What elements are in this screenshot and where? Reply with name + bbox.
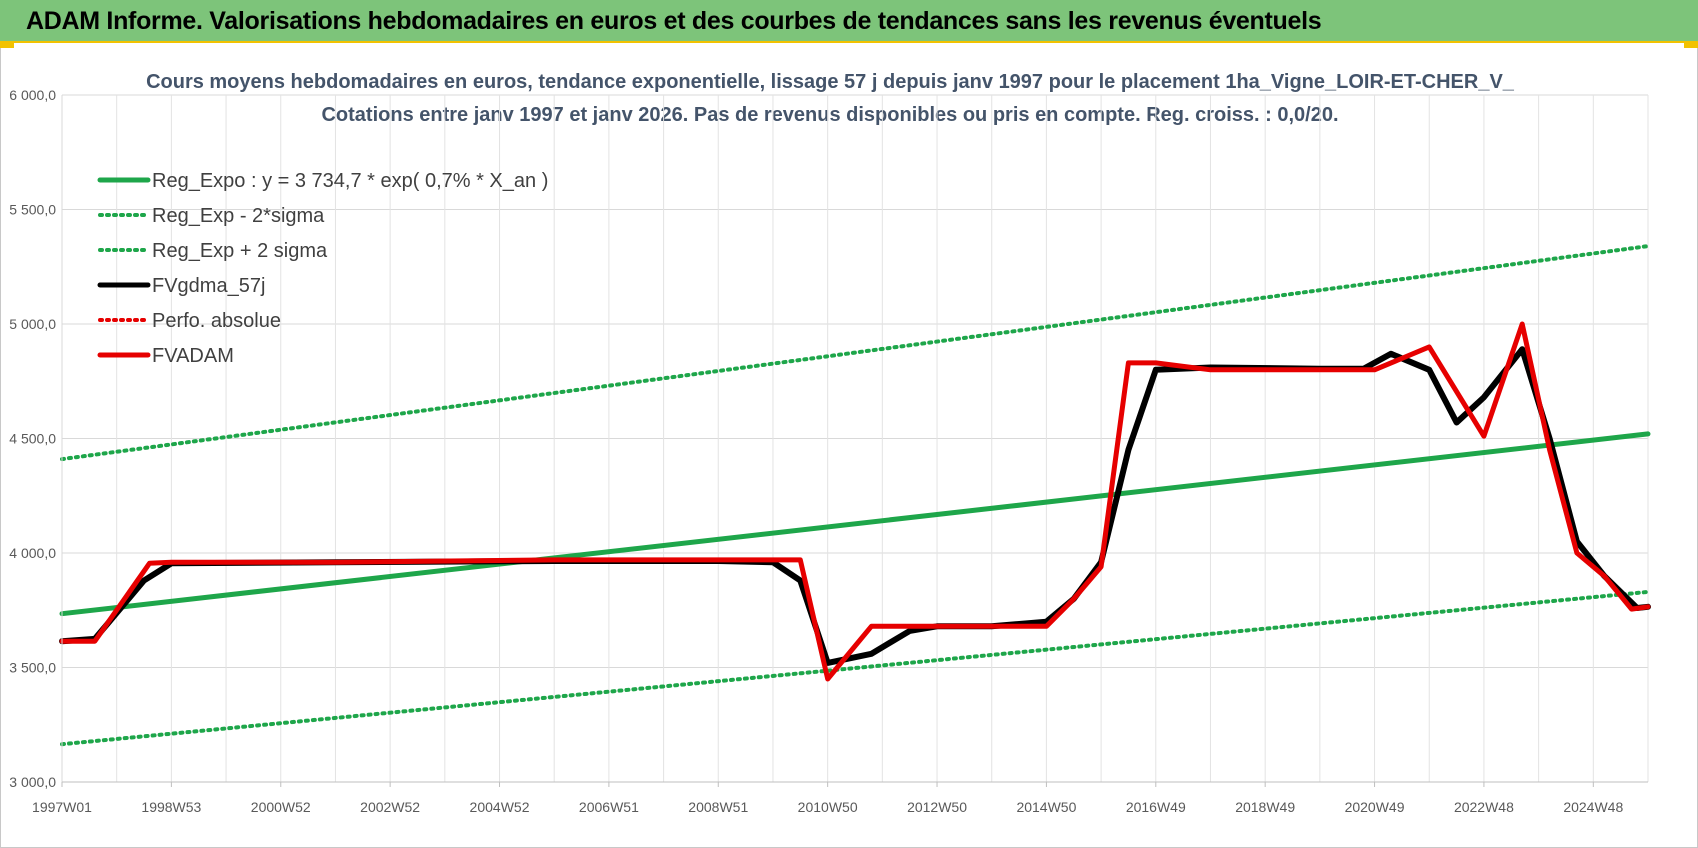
chart-subtitle: Cotations entre janv 1997 et janv 2026. … [321, 104, 1339, 126]
corner-mark-left [0, 43, 14, 48]
x-tick-label: 2020W49 [1345, 799, 1405, 815]
x-tick-label: 2024W48 [1563, 799, 1623, 815]
chart-series [59, 244, 1651, 747]
x-tick-label: 2008W51 [688, 799, 748, 815]
y-tick-label: 5 500,0 [9, 202, 56, 218]
legend-label: Reg_Expo : y = 3 734,7 * exp( 0,7% * X_a… [152, 170, 548, 192]
legend-label: Perfo. absolue [152, 310, 281, 332]
y-tick-label: 3 500,0 [9, 660, 56, 676]
x-tick-label: 2006W51 [579, 799, 639, 815]
series-line-1 [60, 589, 1650, 747]
y-tick-label: 4 500,0 [9, 431, 56, 447]
legend-label: Reg_Exp - 2*sigma [152, 205, 325, 227]
y-tick-label: 5 000,0 [9, 316, 56, 332]
y-tick-label: 4 000,0 [9, 545, 56, 561]
x-tick-label: 2012W50 [907, 799, 967, 815]
x-tick-label: 2000W52 [251, 799, 311, 815]
x-tick-label: 2016W49 [1126, 799, 1186, 815]
x-tick-label: 2022W48 [1454, 799, 1514, 815]
y-tick-label: 3 000,0 [9, 774, 56, 790]
report-title: ADAM Informe. Valorisations hebdomadaire… [26, 7, 1322, 35]
series-line-5 [59, 321, 1651, 682]
legend-label: FVgdma_57j [152, 275, 265, 297]
x-tick-label: 2014W50 [1016, 799, 1076, 815]
report-banner: ADAM Informe. Valorisations hebdomadaire… [0, 0, 1698, 43]
x-tick-label: 1998W53 [141, 799, 201, 815]
x-tick-label: 1997W01 [32, 799, 92, 815]
legend-label: FVADAM [152, 345, 234, 367]
x-tick-label: 2018W49 [1235, 799, 1295, 815]
chart-title: Cours moyens hebdomadaires en euros, ten… [146, 71, 1514, 93]
chart-legend: Reg_Expo : y = 3 734,7 * exp( 0,7% * X_a… [97, 170, 548, 367]
series-line-2 [60, 244, 1650, 462]
y-axis: 3 000,0 3 500,0 4 000,0 4 500,0 5 000,0 5 500… [9, 87, 63, 790]
x-tick-label: 2002W52 [360, 799, 420, 815]
y-tick-label: 6 000,0 [9, 87, 56, 103]
chart-grid [61, 94, 1649, 783]
x-tick-label: 2004W52 [470, 799, 530, 815]
x-axis: 1997W01 1998W53 2000W52 2002W52 2004W52 2006W… [32, 781, 1648, 815]
series-line-0 [59, 431, 1651, 617]
legend-label: Reg_Exp + 2 sigma [152, 240, 328, 262]
x-tick-label: 2010W50 [798, 799, 858, 815]
corner-mark-right [1684, 43, 1698, 48]
